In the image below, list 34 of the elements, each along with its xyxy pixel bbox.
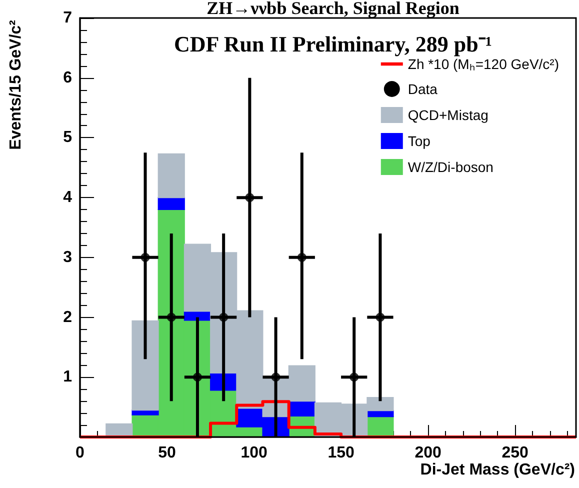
point xyxy=(271,372,280,382)
legend-label: Zh *10 (Mₕ=120 GeV/c²) xyxy=(408,56,560,72)
x-tick-label: 50 xyxy=(158,444,176,462)
y-tick-label: 1 xyxy=(63,368,72,386)
legend-label: QCD+Mistag xyxy=(408,107,488,123)
point xyxy=(166,312,176,322)
point xyxy=(350,372,359,382)
x-tick-label: 100 xyxy=(240,444,268,462)
x-tick-label: 150 xyxy=(328,444,354,462)
bar xyxy=(158,153,185,198)
point xyxy=(140,252,150,262)
y-tick-label: 6 xyxy=(63,69,72,86)
point xyxy=(376,312,385,322)
point xyxy=(219,312,228,322)
y-tick-label: 7 xyxy=(63,10,72,26)
chart-title: ZH→ννbb Search, Signal Region xyxy=(206,0,460,18)
x-tick-label: 250 xyxy=(502,444,529,462)
y-tick-label: 3 xyxy=(63,248,72,266)
text: CDF Run II Preliminary, 289 pb⁻¹ xyxy=(174,32,492,56)
y-tick-label: 2 xyxy=(63,308,72,326)
x-tick-label: 200 xyxy=(414,444,442,462)
y-axis-title: Events/15 GeV/c² xyxy=(8,20,24,150)
legend-label: W/Z/Di-boson xyxy=(408,159,494,175)
x-tick-label: 0 xyxy=(76,444,85,462)
bar xyxy=(132,320,159,411)
bar xyxy=(158,197,185,210)
x-axis-title: Di-Jet Mass (GeV/c²) xyxy=(420,462,576,478)
y-tick-label: 4 xyxy=(63,189,72,206)
legend-label: Data xyxy=(408,81,438,97)
legend-label: Top xyxy=(408,133,431,149)
point xyxy=(245,193,254,202)
y-tick-label: 5 xyxy=(63,129,72,146)
point xyxy=(192,372,202,382)
point xyxy=(297,252,306,262)
